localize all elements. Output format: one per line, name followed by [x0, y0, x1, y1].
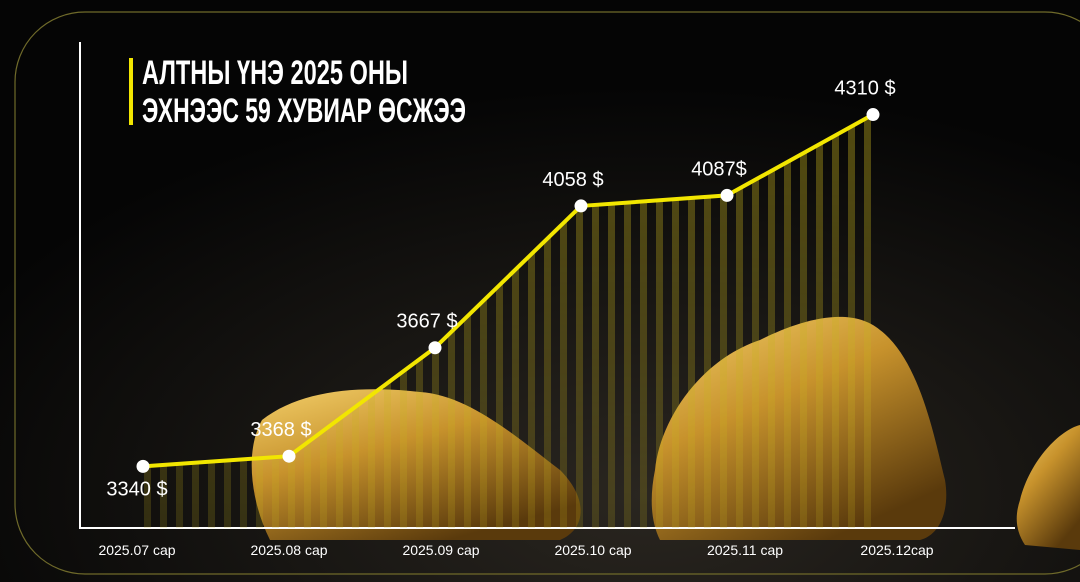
data-label: 3667 $: [396, 311, 457, 333]
chart-title: ЭХНЭЭС 59 ХУВИАР ӨСЖЭЭ: [142, 92, 466, 130]
frame: [14, 11, 1080, 575]
line: [142, 112, 874, 469]
x-tick-label: 2025.07 сар: [98, 542, 175, 558]
chart-title: АЛТНЫ ҮНЭ 2025 ОНЫ: [142, 54, 408, 92]
title-accent: [129, 58, 133, 125]
data-label: 4087$: [691, 158, 747, 180]
point: [428, 341, 442, 355]
x-tick-label: 2025.11 сар: [707, 542, 783, 558]
x-tick-label: 2025.09 сар: [402, 542, 479, 558]
data-label: 4058 $: [542, 169, 603, 191]
point: [574, 199, 588, 213]
area-stripes: [143, 114, 873, 528]
x-tick-label: 2025.10 сар: [554, 542, 631, 558]
x-tick-label: 2025.12сар: [860, 542, 933, 558]
point: [866, 108, 880, 122]
point: [136, 459, 150, 473]
data-label: 3368 $: [250, 419, 311, 441]
data-label: 4310 $: [834, 78, 895, 100]
point: [282, 449, 296, 463]
x-tick-label: 2025.08 сар: [250, 542, 327, 558]
point: [720, 188, 734, 202]
data-label: 3340 $: [106, 478, 167, 500]
